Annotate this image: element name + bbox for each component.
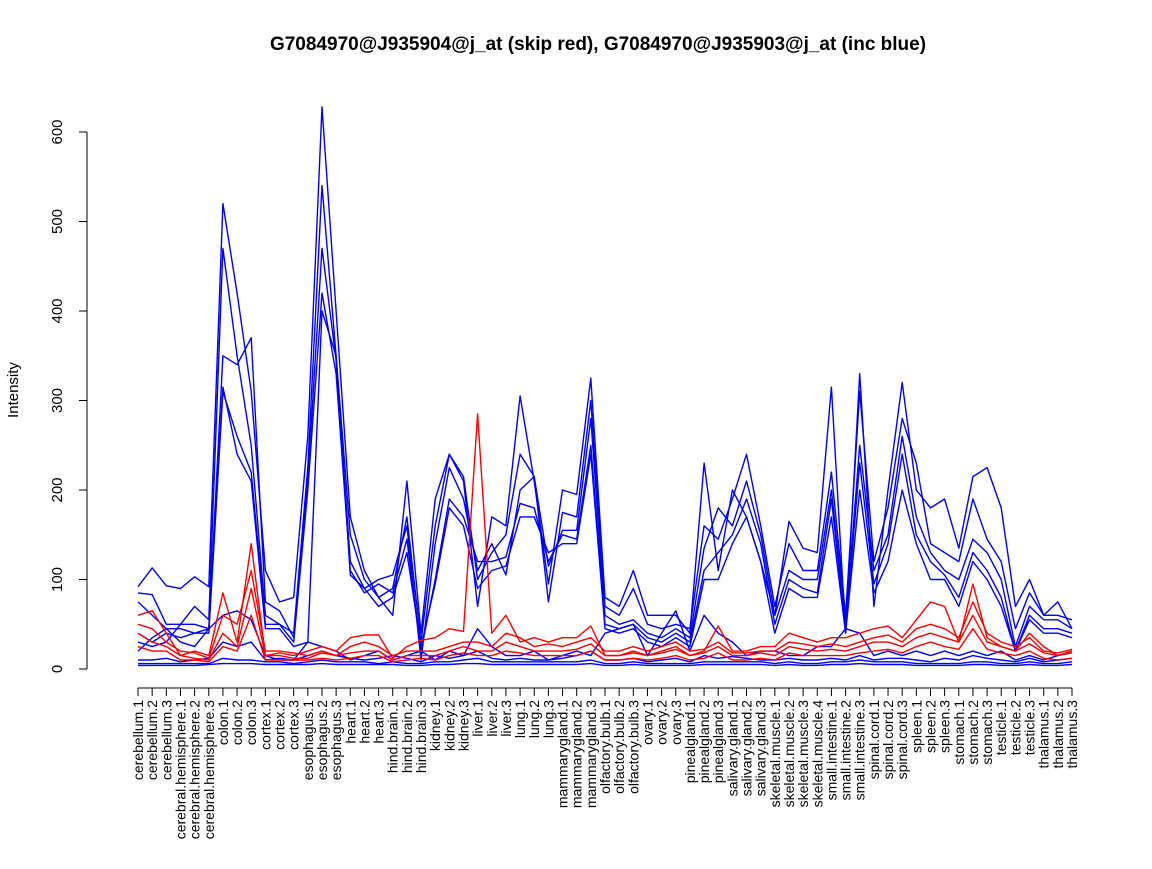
x-tick-label: liver.2 bbox=[484, 700, 500, 737]
x-tick-label: salivary.gland.1 bbox=[724, 700, 740, 796]
x-tick-label: salivary.gland.3 bbox=[753, 700, 769, 796]
x-tick-label: kidney.2 bbox=[441, 700, 457, 751]
x-tick-label: cortex.3 bbox=[286, 700, 302, 750]
x-tick-label: ovary.1 bbox=[639, 700, 655, 745]
x-tick-label: small.intestine.2 bbox=[838, 700, 854, 801]
x-tick-label: esophagus.3 bbox=[328, 700, 344, 780]
y-tick-label: 300 bbox=[49, 388, 66, 413]
series-line-skip-10 bbox=[137, 569, 1073, 659]
x-tick-label: cerebellum.2 bbox=[144, 700, 160, 780]
y-tick-label: 0 bbox=[49, 665, 66, 673]
x-tick-label: kidney.3 bbox=[455, 700, 471, 751]
x-tick-label: hind.brain.2 bbox=[399, 700, 415, 773]
x-tick-label: ovary.3 bbox=[668, 700, 684, 745]
x-tick-label: liver.1 bbox=[470, 700, 486, 737]
y-tick-label: 100 bbox=[49, 567, 66, 592]
x-tick-label: thalamus.2 bbox=[1050, 700, 1066, 769]
x-tick-label: small.intestine.1 bbox=[823, 700, 839, 801]
x-tick-label: spleen.2 bbox=[922, 700, 938, 753]
x-tick-label: lung.2 bbox=[526, 700, 542, 738]
x-tick-label: pinealgland.2 bbox=[696, 700, 712, 784]
x-tick-label: cerebellum.1 bbox=[130, 700, 146, 780]
x-tick-label: colon.3 bbox=[243, 700, 259, 745]
series-group bbox=[137, 106, 1073, 667]
x-tick-label: skeletal.muscle.4 bbox=[809, 700, 825, 808]
x-tick-label: heart.3 bbox=[371, 700, 387, 744]
x-tick-label: cerebellum.3 bbox=[158, 700, 174, 780]
x-tick-label: skeletal.muscle.1 bbox=[767, 700, 783, 808]
x-tick-label: mammarygland.3 bbox=[583, 700, 599, 808]
y-tick-label: 200 bbox=[49, 477, 66, 502]
y-tick-label: 500 bbox=[49, 209, 66, 234]
x-tick-label: cerebral.hemisphere.2 bbox=[187, 700, 203, 840]
y-axis: 0 100 200 300 400 500 600 bbox=[49, 119, 88, 673]
y-tick-label: 600 bbox=[49, 119, 66, 144]
x-tick-label: stomach.1 bbox=[951, 700, 967, 765]
x-tick-label: pinealgland.1 bbox=[682, 700, 698, 784]
x-tick-label: testicle.2 bbox=[1007, 700, 1023, 755]
x-tick-label: spleen.1 bbox=[908, 700, 924, 753]
y-axis-label: Intensity bbox=[5, 362, 22, 418]
x-axis: cerebellum.1cerebellum.2cerebellum.3cere… bbox=[130, 687, 1080, 840]
x-tick-label: testicle.1 bbox=[993, 700, 1009, 755]
x-tick-label: colon.2 bbox=[229, 700, 245, 745]
x-tick-label: spinal.cord.2 bbox=[880, 700, 896, 780]
x-tick-label: stomach.2 bbox=[965, 700, 981, 765]
x-tick-label: salivary.gland.2 bbox=[739, 700, 755, 796]
x-tick-label: olfactory.bulb.2 bbox=[611, 700, 627, 794]
series-line-inc-6 bbox=[138, 657, 1073, 665]
x-tick-label: hind.brain.1 bbox=[385, 700, 401, 773]
x-tick-label: colon.1 bbox=[215, 700, 231, 745]
x-tick-label: esophagus.1 bbox=[300, 700, 316, 780]
x-tick-label: pinealgland.3 bbox=[710, 700, 726, 784]
x-tick-label: esophagus.2 bbox=[314, 700, 330, 780]
x-tick-label: olfactory.bulb.3 bbox=[625, 700, 641, 794]
series-line-inc-1 bbox=[137, 184, 1073, 643]
x-tick-label: heart.2 bbox=[356, 700, 372, 744]
x-tick-label: small.intestine.3 bbox=[852, 700, 868, 801]
x-tick-label: hind.brain.3 bbox=[413, 700, 429, 773]
x-tick-label: heart.1 bbox=[342, 700, 358, 744]
series-line-inc-7 bbox=[138, 662, 1073, 667]
series-line-skip-12 bbox=[137, 614, 1073, 663]
x-tick-label: cerebral.hemisphere.1 bbox=[172, 700, 188, 840]
x-tick-label: spleen.3 bbox=[937, 700, 953, 753]
x-tick-label: lung.1 bbox=[512, 700, 528, 738]
x-tick-label: kidney.1 bbox=[427, 700, 443, 751]
chart-title: G7084970@J935904@j_at (skip red), G70849… bbox=[270, 34, 926, 55]
x-tick-label: mammarygland.2 bbox=[569, 700, 585, 808]
x-tick-label: spinal.cord.1 bbox=[866, 700, 882, 780]
x-tick-label: cortex.2 bbox=[272, 700, 288, 750]
x-tick-label: thalamus.1 bbox=[1036, 700, 1052, 769]
series-line-skip-11 bbox=[137, 587, 1073, 661]
x-tick-label: thalamus.3 bbox=[1064, 700, 1080, 769]
x-tick-label: cerebral.hemisphere.3 bbox=[201, 700, 217, 840]
x-tick-label: stomach.3 bbox=[979, 700, 995, 765]
x-tick-label: lung.3 bbox=[540, 700, 556, 738]
x-tick-label: ovary.2 bbox=[654, 700, 670, 745]
y-tick-label: 400 bbox=[49, 298, 66, 323]
x-tick-label: skeletal.muscle.3 bbox=[795, 700, 811, 808]
x-tick-label: mammarygland.1 bbox=[555, 700, 571, 808]
x-tick-label: testicle.3 bbox=[1022, 700, 1038, 755]
x-tick-label: liver.3 bbox=[498, 700, 514, 737]
x-tick-label: skeletal.muscle.2 bbox=[781, 700, 797, 808]
x-tick-label: olfactory.bulb.1 bbox=[597, 700, 613, 794]
series-line-inc-4 bbox=[137, 310, 1073, 652]
x-tick-label: cortex.1 bbox=[257, 700, 273, 750]
x-tick-label: spinal.cord.3 bbox=[894, 700, 910, 780]
